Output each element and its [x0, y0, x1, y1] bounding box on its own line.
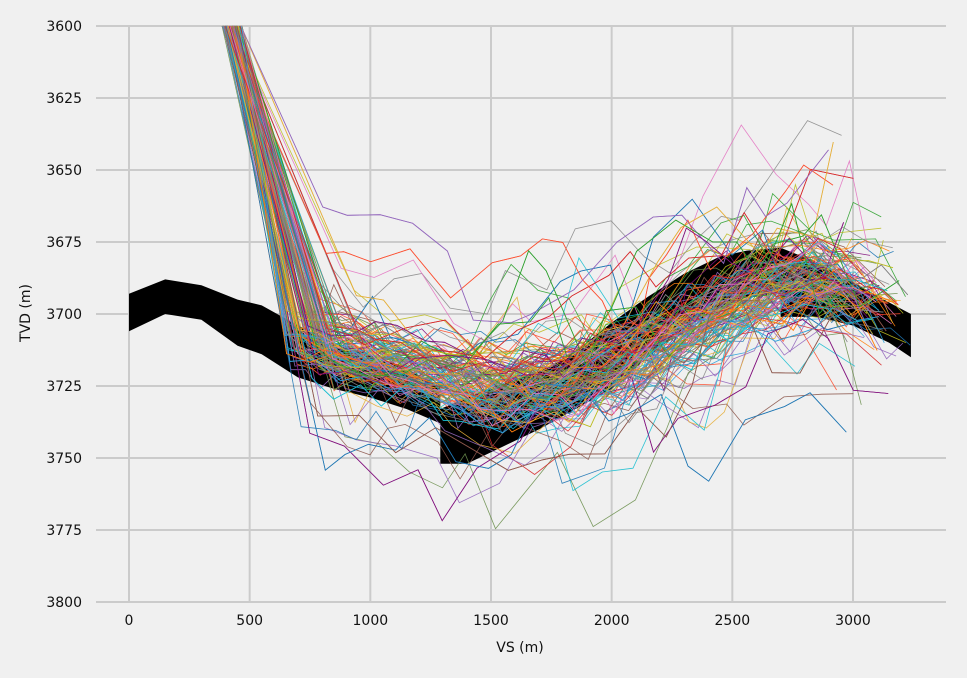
- y-axis-label: TVD (m): [18, 284, 34, 343]
- x-tick-label: 1500: [473, 613, 509, 629]
- trajectory-line: [225, 25, 847, 482]
- trajectory-line: [226, 25, 844, 423]
- trajectory-line: [240, 25, 829, 324]
- x-tick-label: 0: [125, 613, 134, 629]
- trajectory-lines-layer: [221, 25, 911, 530]
- trajectory-line: [232, 25, 871, 385]
- trajectory-line: [229, 25, 877, 421]
- trajectory-line: [224, 25, 901, 405]
- trajectory-line: [231, 25, 842, 428]
- trajectory-line: [240, 25, 834, 395]
- x-axis-label: VS (m): [496, 640, 543, 656]
- trajectory-line: [236, 25, 840, 471]
- y-tick-label: 3800: [46, 595, 82, 611]
- trajectory-line: [233, 25, 878, 433]
- x-tick-label: 500: [236, 613, 263, 629]
- trajectory-line: [224, 25, 888, 422]
- trajectory-line: [223, 25, 842, 315]
- trajectory-line: [235, 25, 842, 377]
- y-tick-label: 3625: [46, 91, 82, 107]
- trajectory-line: [232, 25, 882, 378]
- y-tick-label: 3750: [46, 451, 82, 467]
- x-tick-labels: 0 500 1000 1500 2000 2500 3000: [125, 613, 871, 629]
- trajectory-line: [224, 25, 872, 430]
- trajectory-line: [237, 25, 894, 381]
- trajectory-line: [231, 25, 848, 404]
- trajectory-line: [224, 25, 852, 359]
- y-tick-label: 3600: [46, 19, 82, 35]
- trajectory-line: [237, 25, 846, 400]
- trajectory-line: [229, 25, 875, 431]
- trajectory-line: [231, 25, 869, 342]
- trajectory-line: [235, 25, 909, 376]
- trajectory-line: [223, 25, 847, 359]
- x-tick-label: 2000: [594, 613, 630, 629]
- trajectory-line: [227, 25, 835, 402]
- trajectory-line: [224, 25, 899, 373]
- trajectory-line: [239, 25, 863, 383]
- x-tick-label: 2500: [715, 613, 751, 629]
- y-tick-label: 3725: [46, 379, 82, 395]
- x-tick-label: 1000: [353, 613, 389, 629]
- x-tick-label: 3000: [835, 613, 871, 629]
- trajectory-line: [232, 25, 854, 360]
- y-tick-labels: 3600 3625 3650 3675 3700 3725 3750 3775 3800: [46, 19, 82, 611]
- y-tick-label: 3650: [46, 163, 82, 179]
- y-tick-label: 3675: [46, 235, 82, 251]
- trajectory-line: [240, 25, 877, 427]
- trajectory-line: [226, 25, 850, 484]
- y-tick-label: 3775: [46, 523, 82, 539]
- trajectory-line: [228, 25, 844, 383]
- y-tick-label: 3700: [46, 307, 82, 323]
